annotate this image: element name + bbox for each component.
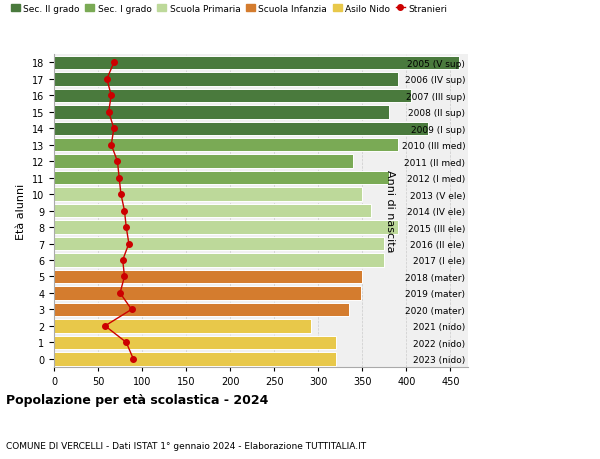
Bar bbox=[54, 122, 428, 136]
Bar bbox=[54, 319, 311, 333]
Bar bbox=[54, 90, 411, 103]
Bar bbox=[54, 204, 371, 218]
Bar bbox=[54, 303, 349, 316]
Bar bbox=[54, 188, 362, 202]
Bar bbox=[54, 139, 398, 152]
Bar bbox=[54, 73, 398, 86]
Bar bbox=[54, 221, 398, 234]
Text: COMUNE DI VERCELLI - Dati ISTAT 1° gennaio 2024 - Elaborazione TUTTITALIA.IT: COMUNE DI VERCELLI - Dati ISTAT 1° genna… bbox=[6, 441, 366, 450]
Bar bbox=[54, 237, 385, 251]
Bar bbox=[54, 155, 353, 168]
Text: Popolazione per età scolastica - 2024: Popolazione per età scolastica - 2024 bbox=[6, 393, 268, 406]
Bar bbox=[54, 106, 389, 119]
Bar bbox=[54, 352, 336, 366]
Bar bbox=[54, 286, 361, 300]
Legend: Sec. II grado, Sec. I grado, Scuola Primaria, Scuola Infanzia, Asilo Nido, Stran: Sec. II grado, Sec. I grado, Scuola Prim… bbox=[11, 5, 448, 13]
Bar bbox=[54, 254, 385, 267]
Bar bbox=[54, 56, 459, 70]
Y-axis label: Anni di nascita: Anni di nascita bbox=[385, 170, 395, 252]
Bar bbox=[54, 270, 362, 284]
Bar bbox=[54, 336, 336, 349]
Y-axis label: Età alunni: Età alunni bbox=[16, 183, 26, 239]
Bar bbox=[54, 172, 389, 185]
